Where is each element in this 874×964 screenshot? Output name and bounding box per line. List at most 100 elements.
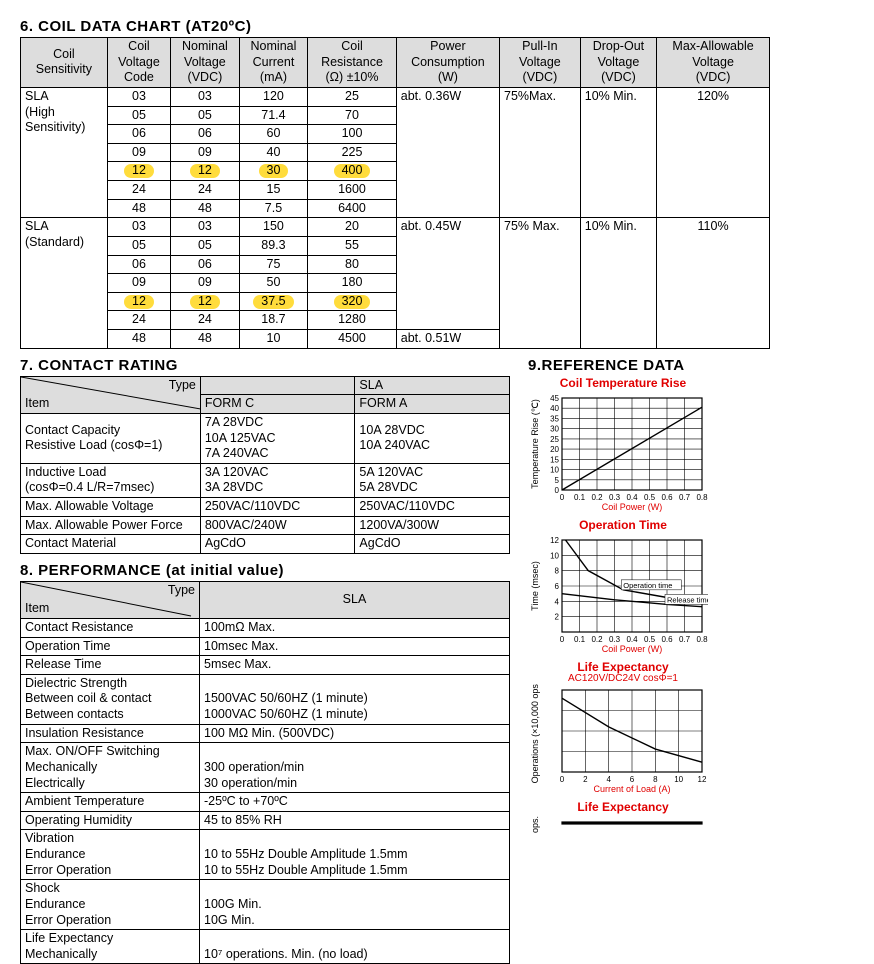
svg-text:Operation time: Operation time bbox=[623, 580, 672, 589]
section-8-title: 8. PERFORMANCE (at initial value) bbox=[20, 562, 510, 579]
coil-cell: 37.5 bbox=[239, 292, 308, 311]
coil-group-name: SLA(HighSensitivity) bbox=[21, 87, 108, 217]
perf-row: Life ExpectancyMechanically10⁷ operation… bbox=[21, 930, 510, 964]
coil-col-header: Pull-InVoltage(VDC) bbox=[500, 38, 581, 88]
section-7-title: 7. CONTACT RATING bbox=[20, 357, 510, 374]
coil-cell: 110% bbox=[657, 218, 770, 348]
perf-row: ShockEnduranceError Operation100G Min.10… bbox=[21, 880, 510, 930]
coil-cell: 15 bbox=[239, 181, 308, 200]
svg-text:8: 8 bbox=[555, 566, 560, 575]
svg-text:12: 12 bbox=[550, 536, 559, 545]
svg-text:2: 2 bbox=[583, 775, 588, 784]
chart-plot: 00.10.20.30.40.50.60.70.8051015202530354… bbox=[528, 392, 718, 512]
svg-text:15: 15 bbox=[550, 455, 559, 464]
perf-cell: ShockEnduranceError Operation bbox=[21, 880, 200, 930]
chart-title: Operation Time bbox=[528, 518, 718, 532]
coil-cell: 70 bbox=[308, 106, 397, 125]
svg-text:35: 35 bbox=[550, 414, 559, 423]
chart-title: Life Expectancy bbox=[528, 800, 718, 814]
coil-row: SLA(HighSensitivity)030312025abt. 0.36W7… bbox=[21, 87, 770, 106]
svg-text:Operations (×10,000 ops.): Operations (×10,000 ops.) bbox=[530, 684, 540, 783]
contact-cell: Max. Allowable Power Force bbox=[21, 516, 201, 535]
coil-cell: 150 bbox=[239, 218, 308, 237]
coil-cell: 05 bbox=[171, 106, 240, 125]
coil-cell: 75%Max. bbox=[500, 87, 581, 217]
coil-col-header: CoilVoltageCode bbox=[107, 38, 170, 88]
svg-text:0.8: 0.8 bbox=[696, 493, 708, 502]
coil-cell: 06 bbox=[171, 125, 240, 144]
perf-cell: 10 to 55Hz Double Amplitude 1.5mm10 to 5… bbox=[200, 830, 510, 880]
coil-col-header: NominalVoltage(VDC) bbox=[171, 38, 240, 88]
svg-text:8: 8 bbox=[653, 775, 658, 784]
svg-text:0.5: 0.5 bbox=[644, 493, 656, 502]
chart-plot: 024681012Current of Load (A)Operations (… bbox=[528, 684, 718, 794]
coil-cell: 03 bbox=[107, 87, 170, 106]
contact-row: Max. Allowable Power Force800VAC/240W120… bbox=[21, 516, 510, 535]
svg-text:2: 2 bbox=[555, 612, 560, 621]
contact-cell: Contact Material bbox=[21, 535, 201, 554]
svg-text:0.2: 0.2 bbox=[591, 635, 603, 644]
contact-row: Inductive Load(cosΦ=0.4 L/R=7msec)3A 120… bbox=[21, 463, 510, 497]
svg-text:0.3: 0.3 bbox=[609, 493, 621, 502]
coil-cell: 55 bbox=[308, 236, 397, 255]
performance-table: Type Item SLA Contact Resistance100mΩ Ma… bbox=[20, 581, 510, 964]
svg-text:0: 0 bbox=[560, 493, 565, 502]
perf-cell: Dielectric Strength Between coil & conta… bbox=[21, 674, 200, 724]
item-header-8: Item bbox=[25, 601, 49, 617]
coil-cell: 320 bbox=[308, 292, 397, 311]
perf-cell: 5msec Max. bbox=[200, 656, 510, 675]
perf-cell: 100 MΩ Min. (500VDC) bbox=[200, 724, 510, 743]
perf-row: Max. ON/OFF SwitchingMechanicallyElectri… bbox=[21, 743, 510, 793]
coil-cell: 06 bbox=[171, 255, 240, 274]
coil-cell: 7.5 bbox=[239, 199, 308, 218]
contact-cell: 1200VA/300W bbox=[355, 516, 510, 535]
perf-cell: 10⁷ operations. Min. (no load) bbox=[200, 930, 510, 964]
coil-cell: 12 bbox=[171, 292, 240, 311]
perf-cell: Max. ON/OFF SwitchingMechanicallyElectri… bbox=[21, 743, 200, 793]
coil-col-header: CoilSensitivity bbox=[21, 38, 108, 88]
contact-cell: Max. Allowable Voltage bbox=[21, 498, 201, 517]
chart-title: Life Expectancy bbox=[528, 660, 718, 674]
svg-text:10: 10 bbox=[550, 465, 559, 474]
svg-text:0.4: 0.4 bbox=[626, 493, 638, 502]
coil-row: SLA(Standard)030315020abt. 0.45W75% Max.… bbox=[21, 218, 770, 237]
perf-cell: Insulation Resistance bbox=[21, 724, 200, 743]
coil-cell: 09 bbox=[107, 143, 170, 162]
coil-cell: 24 bbox=[171, 181, 240, 200]
coil-col-header: NominalCurrent(mA) bbox=[239, 38, 308, 88]
perf-row: Dielectric Strength Between coil & conta… bbox=[21, 674, 510, 724]
svg-text:20: 20 bbox=[550, 445, 559, 454]
svg-text:0: 0 bbox=[560, 775, 565, 784]
perf-row: Contact Resistance100mΩ Max. bbox=[21, 618, 510, 637]
coil-cell: 60 bbox=[239, 125, 308, 144]
perf-cell: 100G Min.10G Min. bbox=[200, 880, 510, 930]
perf-cell: Life ExpectancyMechanically bbox=[21, 930, 200, 964]
coil-cell: 50 bbox=[239, 274, 308, 293]
svg-text:Coil Power (W): Coil Power (W) bbox=[602, 502, 663, 512]
coil-cell: 1600 bbox=[308, 181, 397, 200]
chart: Life ExpectancyAC120V/DC24V cosΦ=1024681… bbox=[528, 660, 718, 794]
coil-cell: 24 bbox=[107, 311, 170, 330]
chart-title: Coil Temperature Rise bbox=[528, 376, 718, 390]
coil-cell: abt. 0.51W bbox=[396, 330, 499, 349]
coil-cell: abt. 0.45W bbox=[396, 218, 499, 330]
coil-cell: 03 bbox=[107, 218, 170, 237]
perf-cell: Contact Resistance bbox=[21, 618, 200, 637]
coil-cell: 225 bbox=[308, 143, 397, 162]
coil-cell: 89.3 bbox=[239, 236, 308, 255]
svg-text:ops.): ops.) bbox=[530, 816, 540, 833]
perf-cell: -25ºC to +70ºC bbox=[200, 793, 510, 812]
perf-row: Ambient Temperature-25ºC to +70ºC bbox=[21, 793, 510, 812]
svg-text:0.1: 0.1 bbox=[574, 493, 586, 502]
svg-text:Current of Load (A): Current of Load (A) bbox=[593, 784, 670, 794]
contact-cell: Inductive Load(cosΦ=0.4 L/R=7msec) bbox=[21, 463, 201, 497]
coil-cell: 75% Max. bbox=[500, 218, 581, 348]
perf-row: VibrationEnduranceError Operation10 to 5… bbox=[21, 830, 510, 880]
svg-text:0.7: 0.7 bbox=[679, 635, 691, 644]
coil-cell: 03 bbox=[171, 87, 240, 106]
svg-text:10: 10 bbox=[550, 551, 559, 560]
perf-cell: Operation Time bbox=[21, 637, 200, 656]
coil-cell: 1280 bbox=[308, 311, 397, 330]
coil-cell: 6400 bbox=[308, 199, 397, 218]
svg-text:0.7: 0.7 bbox=[679, 493, 691, 502]
